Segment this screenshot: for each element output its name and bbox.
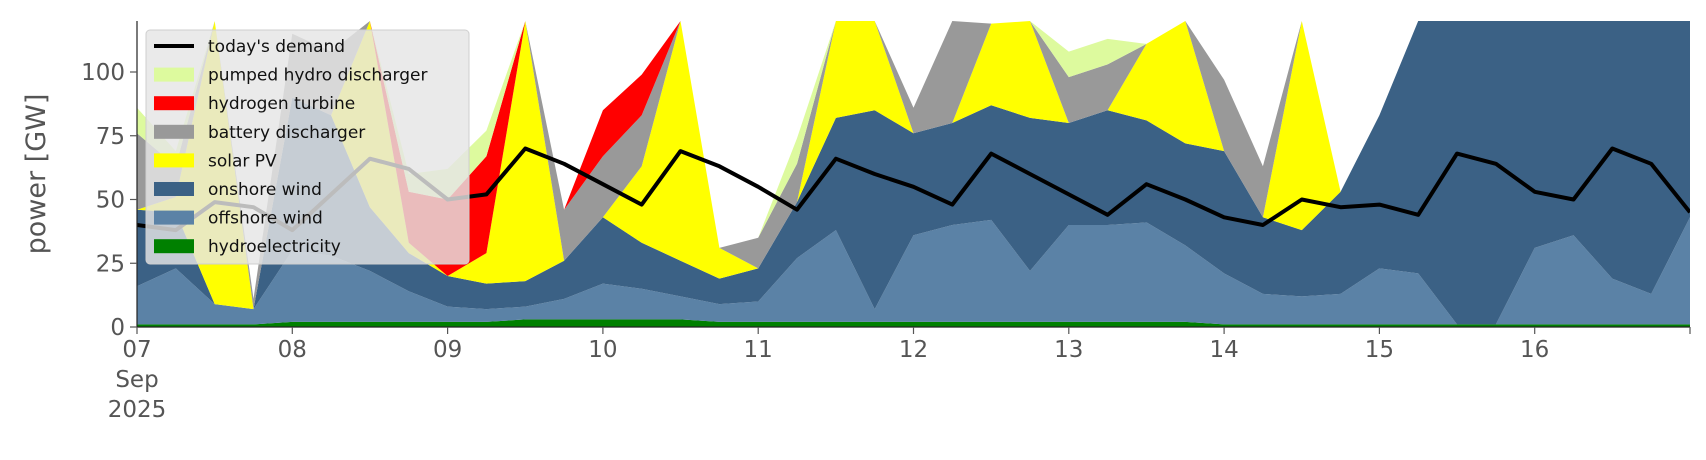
legend-item-solar-pv: solar PV — [154, 151, 277, 171]
legend-label: offshore wind — [208, 209, 323, 229]
legend-label: battery discharger — [208, 123, 365, 143]
area-solar-pv — [137, 21, 1690, 310]
legend-box — [145, 29, 470, 265]
legend-swatch — [154, 239, 194, 254]
x-tick-label: 08 — [278, 337, 307, 363]
legend-label: hydroelectricity — [208, 237, 341, 257]
x-tick-label: 12 — [899, 337, 928, 363]
legend-item-hydroelectricity: hydroelectricity — [154, 237, 341, 257]
y-tick-label: 100 — [81, 60, 125, 86]
legend-label: pumped hydro discharger — [208, 66, 427, 86]
x-tick-label: 14 — [1209, 337, 1238, 363]
legend-item-onshore-wind: onshore wind — [154, 180, 322, 200]
legend-item-battery-discharger: battery discharger — [154, 123, 365, 143]
x-tick-label: 07 Sep 2025 — [108, 337, 167, 423]
legend-item-pumped-hydro-discharger: pumped hydro discharger — [154, 66, 427, 86]
x-tick-label: 09 — [433, 337, 462, 363]
x-tick-label: 10 — [588, 337, 617, 363]
area-hydroelectricity — [137, 319, 1690, 327]
legend-label: today's demand — [208, 37, 345, 57]
axes: power [GW] 0 25 50 75 100 07 Sep 2025 08 09 10 11 12… — [21, 21, 1691, 423]
y-tick-label: 0 — [110, 315, 125, 341]
legend-item-offshore-wind: offshore wind — [154, 209, 323, 229]
x-tick-label: 15 — [1365, 337, 1394, 363]
legend-swatch — [154, 210, 194, 225]
x-tick-label: 11 — [744, 337, 773, 363]
legend-label: hydrogen turbine — [208, 94, 355, 114]
y-tick-label: 75 — [96, 124, 125, 150]
y-tick-label: 50 — [96, 188, 125, 214]
legend-label: onshore wind — [208, 180, 322, 200]
legend-swatch — [154, 96, 194, 111]
x-tick-label: 16 — [1520, 337, 1549, 363]
legend-swatch — [154, 124, 194, 139]
legend-item-today-s-demand: today's demand — [154, 37, 345, 57]
legend-label: solar PV — [208, 151, 277, 171]
legend-swatch — [154, 67, 194, 82]
legend-swatch — [154, 182, 194, 196]
legend-swatch — [154, 153, 194, 168]
area-offshore-wind — [137, 217, 1690, 325]
x-tick-label: 13 — [1054, 337, 1083, 363]
legend-item-hydrogen-turbine: hydrogen turbine — [154, 94, 355, 114]
y-axis-label: power [GW] — [21, 94, 52, 255]
area-onshore-wind — [137, 21, 1690, 325]
y-tick-label: 25 — [96, 251, 125, 277]
legend: today's demand pumped hydro discharger hyd… — [145, 29, 470, 265]
